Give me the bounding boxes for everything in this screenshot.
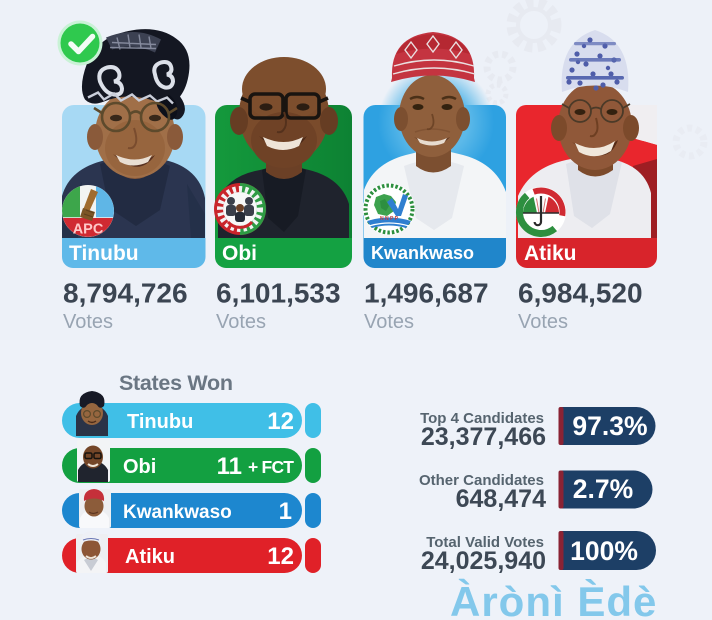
svg-text:648,474: 648,474	[456, 485, 546, 513]
svg-text:2.7%: 2.7%	[573, 474, 633, 504]
svg-text:12: 12	[267, 408, 294, 435]
svg-text:100%: 100%	[570, 536, 638, 566]
svg-text:24,025,940: 24,025,940	[421, 547, 546, 575]
svg-text:Votes: Votes	[364, 311, 414, 333]
svg-text:Atiku: Atiku	[125, 546, 175, 568]
svg-text:6,984,520: 6,984,520	[518, 278, 643, 309]
svg-text:12: 12	[267, 543, 294, 570]
svg-text:11: 11	[217, 453, 242, 480]
svg-text:Votes: Votes	[518, 311, 568, 333]
svg-text:States Won: States Won	[119, 371, 233, 395]
svg-text:Votes: Votes	[63, 311, 113, 333]
svg-text:Obi: Obi	[222, 242, 257, 265]
svg-text:Tinubu: Tinubu	[127, 411, 193, 433]
svg-text:8,794,726: 8,794,726	[63, 278, 188, 309]
svg-text:97.3%: 97.3%	[572, 411, 647, 441]
svg-text:Total Valid Votes: Total Valid Votes	[426, 534, 544, 551]
svg-text:Kwankwaso: Kwankwaso	[123, 502, 232, 523]
svg-text:1: 1	[279, 498, 292, 525]
svg-text:Tinubu: Tinubu	[69, 242, 139, 265]
svg-text:1,496,687: 1,496,687	[364, 278, 489, 309]
svg-text:23,377,466: 23,377,466	[421, 423, 546, 451]
svg-text:N N P P: N N P P	[380, 216, 399, 222]
svg-text:Atiku: Atiku	[524, 242, 577, 265]
svg-text:APC: APC	[73, 222, 104, 238]
svg-text:+ FCT: + FCT	[248, 457, 294, 477]
svg-text:6,101,533: 6,101,533	[216, 278, 341, 309]
svg-text:Votes: Votes	[216, 311, 266, 333]
svg-text:Àrònì Èdè: Àrònì Èdè	[450, 578, 657, 620]
svg-text:Other Candidates: Other Candidates	[419, 472, 544, 489]
svg-text:Top 4 Candidates: Top 4 Candidates	[420, 410, 544, 427]
svg-text:Obi: Obi	[123, 456, 156, 478]
svg-text:Kwankwaso: Kwankwaso	[371, 243, 474, 263]
